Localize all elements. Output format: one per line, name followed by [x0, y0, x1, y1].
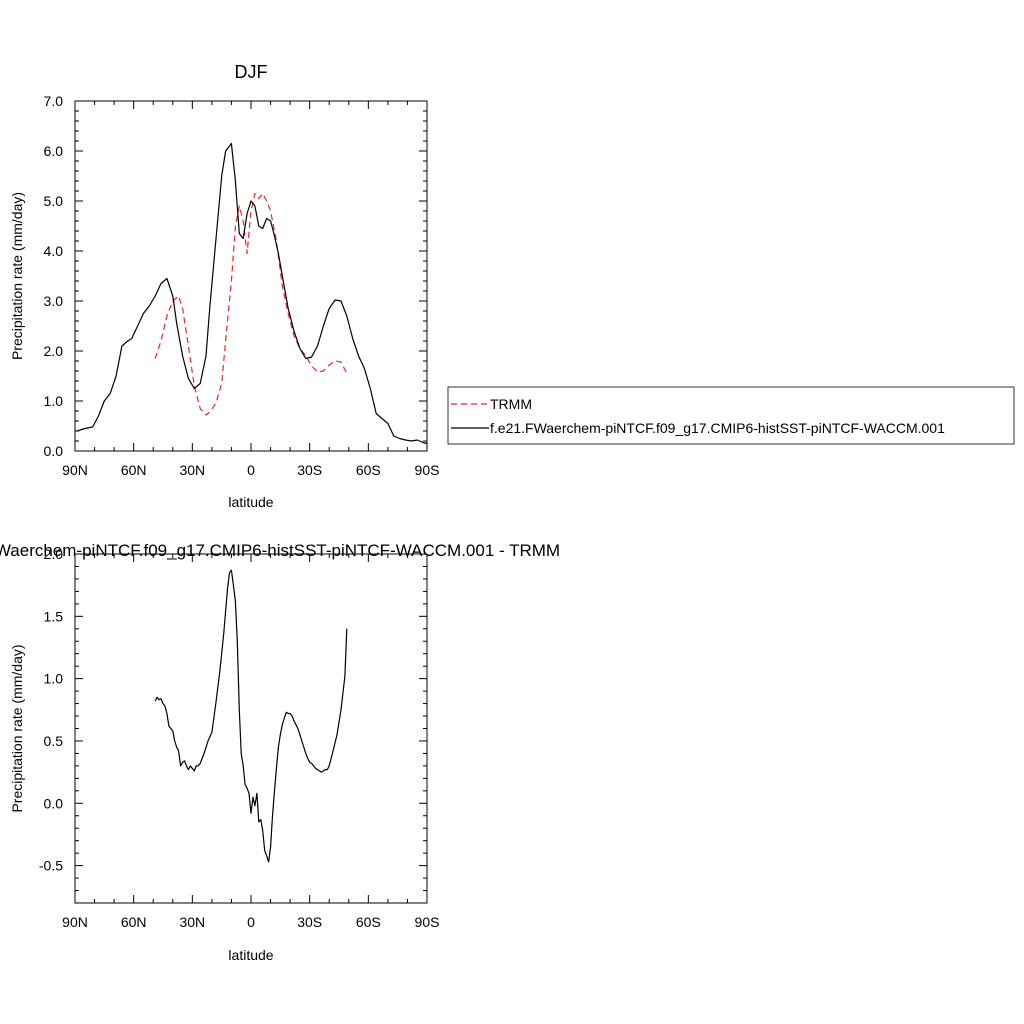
x-tick-label: 60N [121, 462, 147, 478]
y-axis-label: Precipitation rate (mm/day) [9, 644, 25, 812]
x-tick-label: 30N [179, 462, 205, 478]
legend-box [447, 386, 1015, 445]
x-tick-label: 60S [356, 914, 381, 930]
y-axis-label: Precipitation rate (mm/day) [9, 192, 25, 360]
y-tick-label: 2.0 [44, 546, 64, 562]
x-tick-label: 0 [247, 462, 255, 478]
x-axis-label: latitude [228, 947, 273, 963]
x-tick-label: 0 [247, 914, 255, 930]
chart-title: f.e21.FWaerchem-piNTCF.f09_g17.CMIP6-his… [0, 541, 560, 560]
plot-frame [74, 553, 428, 904]
x-tick-label: 30S [297, 462, 322, 478]
x-tick-label: 90N [62, 462, 88, 478]
y-tick-label: 0.0 [44, 443, 64, 459]
difference-panel: f.e21.FWaerchem-piNTCF.f09_g17.CMIP6-his… [0, 541, 560, 963]
djf-panel: DJF 0.0 1.0 2.0 3.0 4.0 5.0 6.0 7.0 90N 60N 30N 0 30S… [9, 62, 439, 510]
y-tick-label: 1.0 [44, 671, 64, 687]
chart-title: DJF [235, 62, 268, 82]
y-tick-label: 4.0 [44, 243, 64, 259]
x-axis-label: latitude [228, 494, 273, 510]
x-tick-label: 60S [356, 462, 381, 478]
series-line-2 [76, 142, 428, 445]
y-tick-label: 1.0 [44, 393, 64, 409]
y-tick-label: 0.5 [44, 733, 64, 749]
legend-label: TRMM [490, 396, 532, 412]
x-tick-label: 90S [415, 914, 440, 930]
x-tick-label: 30S [297, 914, 322, 930]
y-tick-label: 2.0 [44, 343, 64, 359]
x-tick-label: 60N [121, 914, 147, 930]
x-tick-label: 90S [415, 462, 440, 478]
y-tick-label: 1.5 [44, 608, 64, 624]
y-tick-label: 0.0 [44, 795, 64, 811]
y-tick-label: -0.5 [39, 858, 63, 874]
plot-frame [74, 100, 428, 452]
series-line-1 [154, 192, 348, 416]
legend-label: f.e21.FWaerchem-piNTCF.f09_g17.CMIP6-his… [490, 420, 945, 436]
x-tick-label: 30N [179, 914, 205, 930]
y-tick-label: 3.0 [44, 293, 64, 309]
series-line-1 [154, 569, 348, 863]
legend: TRMM f.e21.FWaerchem-piNTCF.f09_g17.CMIP6… [447, 386, 1015, 445]
y-tick-label: 7.0 [44, 93, 64, 109]
y-tick-label: 5.0 [44, 193, 64, 209]
y-tick-label: 6.0 [44, 143, 64, 159]
x-tick-label: 90N [62, 914, 88, 930]
